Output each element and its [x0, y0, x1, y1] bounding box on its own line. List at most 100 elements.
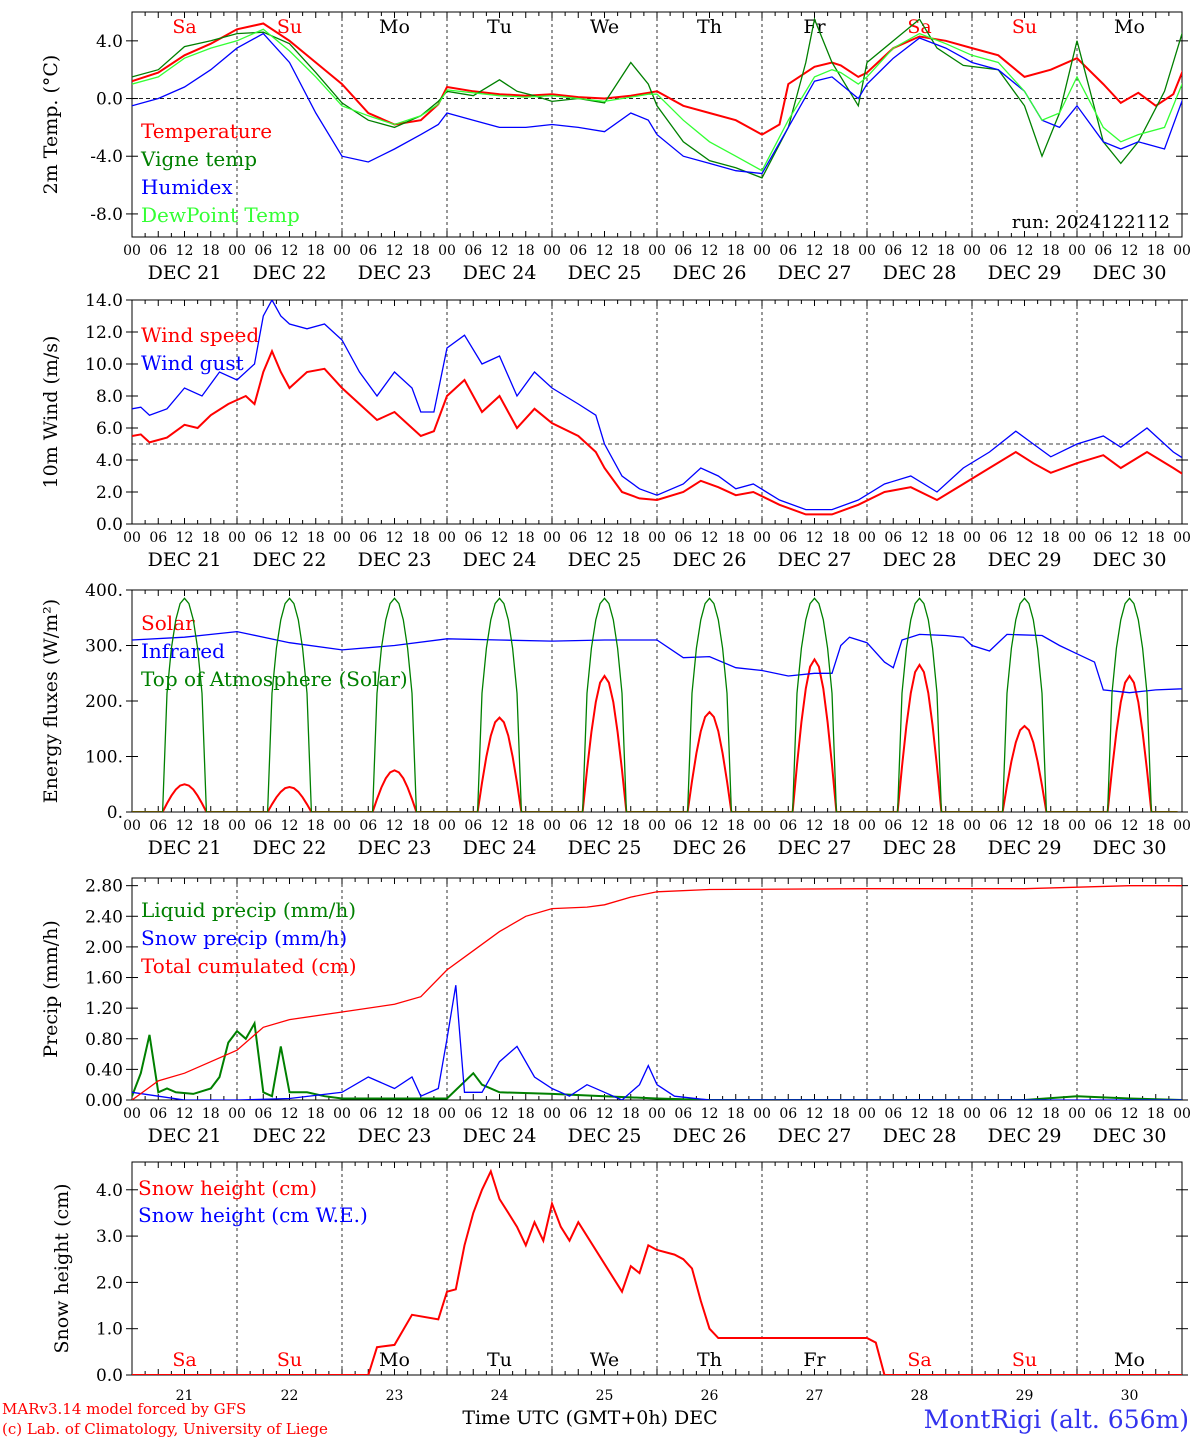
hour-tick-label: 18 [412, 1106, 430, 1122]
hour-tick-label: 18 [1042, 1106, 1060, 1122]
hour-tick-label: 18 [937, 818, 955, 834]
date-label: DEC 23 [358, 262, 432, 284]
hour-tick-label: 06 [359, 1106, 377, 1122]
date-label: DEC 22 [253, 1125, 327, 1147]
hour-tick-label: 18 [727, 243, 745, 259]
hour-tick-label: 00 [438, 243, 456, 259]
hour-tick-label: 18 [307, 818, 325, 834]
hour-tick-label: 12 [911, 818, 929, 834]
y-tick-label: 300. [85, 637, 123, 657]
hour-tick-label: 00 [648, 530, 666, 546]
hour-tick-label: 18 [1042, 818, 1060, 834]
hour-tick-label: 12 [176, 1106, 194, 1122]
hour-tick-label: 00 [963, 1106, 981, 1122]
hour-tick-label: 06 [149, 243, 167, 259]
legend-entry: Wind gust [141, 351, 244, 375]
hour-tick-label: 18 [1042, 530, 1060, 546]
legend-entry: Vigne temp [140, 147, 257, 171]
y-tick-label: 10.0 [85, 355, 123, 375]
hour-tick-label: 00 [753, 243, 771, 259]
hour-tick-label: 00 [1173, 818, 1191, 834]
hour-tick-label: 06 [674, 1106, 692, 1122]
hour-tick-label: 18 [727, 818, 745, 834]
date-label: DEC 27 [778, 549, 852, 571]
date-label: DEC 30 [1093, 1125, 1167, 1147]
hour-tick-label: 06 [1094, 530, 1112, 546]
hour-tick-label: 18 [832, 1106, 850, 1122]
hour-tick-label: 06 [569, 1106, 587, 1122]
hour-tick-label: 12 [386, 243, 404, 259]
station-label: MontRigi (alt. 656m) [924, 1405, 1189, 1434]
y-tick-label: 0.0 [96, 1366, 123, 1386]
hour-tick-label: 12 [911, 243, 929, 259]
hour-tick-label: 00 [963, 530, 981, 546]
weekday-label: Th [697, 1349, 722, 1371]
weekday-label: Fr [803, 16, 826, 38]
hour-tick-label: 12 [176, 243, 194, 259]
series-line-temperature [132, 22, 1182, 136]
date-label: DEC 28 [883, 837, 957, 859]
hour-tick-label: 00 [1173, 530, 1191, 546]
hour-tick-label: 00 [333, 818, 351, 834]
hour-tick-label: 06 [569, 818, 587, 834]
y-axis-label: 2m Temp. (°C) [40, 55, 62, 195]
hour-tick-label: 18 [202, 818, 220, 834]
hour-tick-label: 18 [517, 1106, 535, 1122]
weekday-label: Sa [172, 1349, 196, 1371]
hour-tick-label: 18 [517, 530, 535, 546]
weekday-label: Sa [907, 1349, 931, 1371]
date-label: DEC 30 [1093, 837, 1167, 859]
date-label: DEC 23 [358, 1125, 432, 1147]
date-label: DEC 21 [148, 262, 222, 284]
y-tick-label: 0.40 [85, 1060, 123, 1080]
hour-tick-label: 12 [701, 1106, 719, 1122]
series-line-liquid-precip-mm-h- [132, 1020, 1182, 1100]
hour-tick-label: 18 [517, 243, 535, 259]
weekday-label: Su [277, 16, 302, 38]
hour-tick-label: 12 [386, 530, 404, 546]
date-label: DEC 26 [673, 1125, 747, 1147]
legend-entry: Snow height (cm W.E.) [138, 1203, 368, 1227]
panel-temp: 4.0 0.0 -4.0 -8.0 2m Temp. (°C) 00 06 12 18 00 06 1… [40, 11, 1191, 284]
date-label: DEC 22 [253, 262, 327, 284]
legend-entry: Liquid precip (mm/h) [141, 898, 356, 922]
hour-tick-label: 06 [464, 1106, 482, 1122]
hour-tick-label: 12 [281, 243, 299, 259]
hour-tick-label: 06 [149, 818, 167, 834]
weekday-label: Tu [487, 16, 512, 38]
hour-tick-label: 12 [596, 1106, 614, 1122]
panel-snow: 0.0 1.0 2.0 3.0 4.0 Snow height (cm) 21 22 23 24 2… [51, 1161, 1188, 1404]
day-number-label: 27 [806, 1388, 824, 1404]
credit-line-2: (c) Lab. of Climatology, University of L… [2, 1420, 328, 1438]
hour-tick-label: 12 [806, 1106, 824, 1122]
weekday-label: We [590, 1349, 619, 1371]
date-label: DEC 28 [883, 262, 957, 284]
y-tick-label: 0. [107, 803, 123, 823]
day-number-label: 29 [1016, 1388, 1034, 1404]
day-number-label: 21 [176, 1388, 194, 1404]
y-tick-label: 400. [85, 581, 123, 601]
hour-tick-label: 12 [911, 530, 929, 546]
y-tick-label: 0.0 [96, 515, 123, 535]
legend-entry: Total cumulated (cm) [141, 954, 357, 978]
date-label: DEC 27 [778, 837, 852, 859]
y-axis-label: 10m Wind (m/s) [40, 336, 62, 489]
date-label: DEC 29 [988, 1125, 1062, 1147]
plot-frame [131, 299, 1183, 525]
day-number-label: 30 [1121, 1388, 1139, 1404]
hour-tick-label: 18 [202, 243, 220, 259]
hour-tick-label: 18 [727, 1106, 745, 1122]
hour-tick-label: 06 [254, 243, 272, 259]
series-line-infrared [132, 630, 1182, 694]
hour-tick-label: 00 [648, 818, 666, 834]
y-tick-label: 0.00 [85, 1091, 123, 1111]
date-label: DEC 27 [778, 262, 852, 284]
hour-tick-label: 06 [989, 530, 1007, 546]
date-label: DEC 30 [1093, 262, 1167, 284]
hour-tick-label: 00 [543, 530, 561, 546]
date-label: DEC 25 [568, 1125, 642, 1147]
date-label: DEC 26 [673, 837, 747, 859]
hour-tick-label: 06 [1094, 1106, 1112, 1122]
y-tick-label: 4.0 [96, 451, 123, 471]
hour-tick-label: 00 [123, 530, 141, 546]
